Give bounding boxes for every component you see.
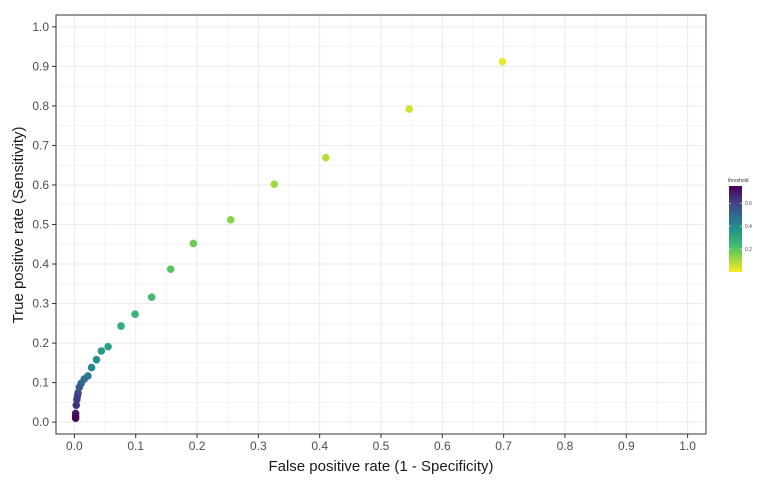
data-point bbox=[104, 342, 112, 351]
x-tick-label: 0.8 bbox=[557, 439, 574, 453]
y-tick-label: 0.4 bbox=[32, 257, 49, 271]
x-tick-label: 0.2 bbox=[189, 439, 206, 453]
y-tick-label: 0.7 bbox=[32, 138, 49, 152]
legend: threshold 0.2 0.4 0.6 bbox=[728, 178, 752, 272]
y-tick-label: 0.1 bbox=[32, 376, 49, 390]
data-point bbox=[498, 57, 507, 66]
y-tick-label: 0.6 bbox=[32, 178, 49, 192]
legend-title: threshold bbox=[728, 178, 749, 184]
x-tick-label: 0.9 bbox=[618, 439, 635, 453]
data-point bbox=[92, 355, 101, 364]
x-tick-label: 0.3 bbox=[250, 439, 267, 453]
data-point bbox=[189, 239, 198, 248]
data-point bbox=[166, 265, 175, 273]
legend-tick-label: 0.2 bbox=[745, 247, 752, 253]
data-point bbox=[97, 347, 106, 355]
y-tick-label: 0.5 bbox=[32, 218, 49, 232]
x-axis-ticks: 0.0 0.1 0.2 0.3 0.4 0.5 0.6 0.7 0.8 0.9 1.0 bbox=[66, 434, 696, 453]
data-point bbox=[405, 105, 414, 113]
data-points bbox=[71, 57, 507, 422]
data-point bbox=[72, 401, 81, 409]
x-tick-label: 0.4 bbox=[311, 439, 328, 453]
legend-tick-label: 0.6 bbox=[745, 201, 752, 207]
data-point bbox=[73, 395, 81, 404]
data-point bbox=[87, 363, 96, 372]
x-tick-label: 0.5 bbox=[373, 439, 390, 453]
x-axis-title: False positive rate (1 - Specificity) bbox=[268, 458, 493, 475]
data-point bbox=[226, 215, 235, 224]
y-tick-label: 0.0 bbox=[32, 415, 49, 429]
data-point bbox=[270, 180, 279, 188]
data-point bbox=[71, 414, 80, 422]
data-point bbox=[117, 322, 125, 330]
y-tick-label: 0.2 bbox=[32, 336, 49, 350]
legend-colorbar bbox=[729, 186, 742, 272]
y-tick-label: 0.3 bbox=[32, 297, 49, 311]
y-tick-label: 1.0 bbox=[32, 20, 49, 34]
data-point bbox=[147, 293, 156, 302]
y-tick-label: 0.9 bbox=[32, 59, 49, 73]
legend-ticks: 0.2 0.4 0.6 bbox=[729, 201, 752, 253]
y-tick-label: 0.8 bbox=[32, 99, 49, 113]
x-tick-label: 0.0 bbox=[66, 439, 83, 453]
x-tick-label: 1.0 bbox=[679, 439, 696, 453]
data-point bbox=[322, 153, 330, 162]
x-tick-label: 0.7 bbox=[495, 439, 512, 453]
grid-lines bbox=[56, 15, 706, 434]
legend-tick-label: 0.4 bbox=[745, 224, 752, 230]
y-axis-title: True positive rate (Sensitivity) bbox=[10, 126, 27, 323]
x-tick-label: 0.1 bbox=[127, 439, 144, 453]
y-axis-ticks: 0.0 0.1 0.2 0.3 0.4 0.5 0.6 0.7 0.8 0.9 1.0 bbox=[32, 20, 56, 429]
x-tick-label: 0.6 bbox=[434, 439, 451, 453]
data-point bbox=[131, 310, 139, 319]
